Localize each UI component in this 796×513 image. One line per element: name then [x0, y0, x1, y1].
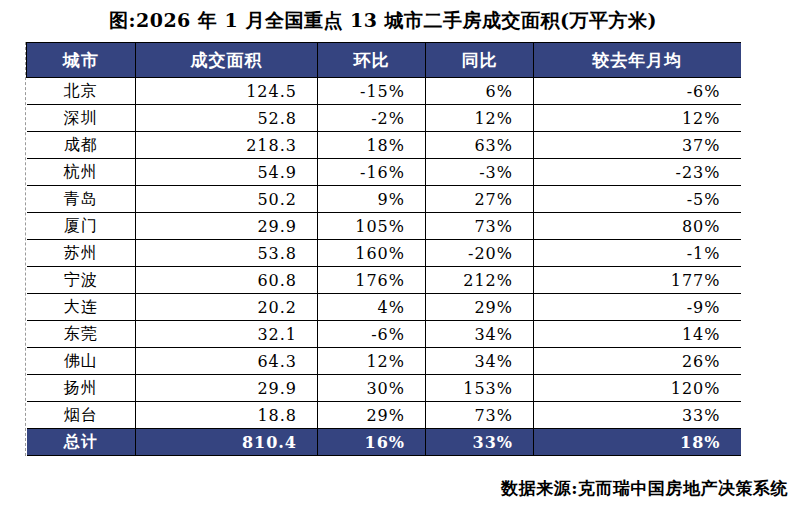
value-cell: -2% — [318, 105, 426, 132]
value-cell: 37% — [534, 132, 741, 159]
total-vs-lastyear-avg-cell: 18% — [534, 429, 741, 456]
value-cell: 18.8 — [136, 402, 318, 429]
value-cell: -15% — [318, 78, 426, 105]
table-row: 烟台18.829%73%33% — [27, 402, 741, 429]
value-cell: 73% — [426, 213, 534, 240]
table-row: 宁波60.8176%212%177% — [27, 267, 741, 294]
table-row: 佛山64.312%34%26% — [27, 348, 741, 375]
column-header-yoy: 同比 — [426, 43, 534, 78]
table-body: 北京124.5-15%6%-6%深圳52.8-2%12%12%成都218.318… — [27, 78, 741, 429]
value-cell: 14% — [534, 321, 741, 348]
table-row: 北京124.5-15%6%-6% — [27, 78, 741, 105]
value-cell: 212% — [426, 267, 534, 294]
data-source: 数据来源:克而瑞中国房地产决策系统 — [501, 477, 788, 500]
city-cell: 烟台 — [27, 402, 136, 429]
value-cell: -1% — [534, 240, 741, 267]
table-row: 扬州29.930%153%120% — [27, 375, 741, 402]
city-cell: 宁波 — [27, 267, 136, 294]
value-cell: 6% — [426, 78, 534, 105]
value-cell: -3% — [426, 159, 534, 186]
value-cell: -9% — [534, 294, 741, 321]
table-container: 城市 成交面积 环比 同比 较去年月均 北京124.5-15%6%-6%深圳52… — [25, 42, 741, 456]
value-cell: -23% — [534, 159, 741, 186]
value-cell: 160% — [318, 240, 426, 267]
total-yoy-cell: 33% — [426, 429, 534, 456]
value-cell: 80% — [534, 213, 741, 240]
table-row: 苏州53.8160%-20%-1% — [27, 240, 741, 267]
value-cell: 27% — [426, 186, 534, 213]
city-cell: 厦门 — [27, 213, 136, 240]
total-label-cell: 总计 — [27, 429, 136, 456]
city-cell: 苏州 — [27, 240, 136, 267]
value-cell: -6% — [318, 321, 426, 348]
column-header-area: 成交面积 — [136, 43, 318, 78]
data-table: 城市 成交面积 环比 同比 较去年月均 北京124.5-15%6%-6%深圳52… — [26, 42, 741, 456]
value-cell: 50.2 — [136, 186, 318, 213]
value-cell: 18% — [318, 132, 426, 159]
value-cell: 54.9 — [136, 159, 318, 186]
value-cell: 12% — [426, 105, 534, 132]
value-cell: -5% — [534, 186, 741, 213]
city-cell: 东莞 — [27, 321, 136, 348]
value-cell: 73% — [426, 402, 534, 429]
value-cell: 29% — [426, 294, 534, 321]
city-cell: 深圳 — [27, 105, 136, 132]
column-header-city: 城市 — [27, 43, 136, 78]
city-cell: 青岛 — [27, 186, 136, 213]
value-cell: 20.2 — [136, 294, 318, 321]
table-row: 深圳52.8-2%12%12% — [27, 105, 741, 132]
city-cell: 佛山 — [27, 348, 136, 375]
value-cell: 176% — [318, 267, 426, 294]
value-cell: 177% — [534, 267, 741, 294]
value-cell: 4% — [318, 294, 426, 321]
value-cell: 153% — [426, 375, 534, 402]
value-cell: -16% — [318, 159, 426, 186]
value-cell: 105% — [318, 213, 426, 240]
city-cell: 扬州 — [27, 375, 136, 402]
value-cell: 29.9 — [136, 375, 318, 402]
figure-title: 图:2026 年 1 月全国重点 13 城市二手房成交面积(万平方米) — [26, 8, 740, 34]
value-cell: 60.8 — [136, 267, 318, 294]
value-cell: 120% — [534, 375, 741, 402]
value-cell: 33% — [534, 402, 741, 429]
value-cell: 218.3 — [136, 132, 318, 159]
value-cell: 30% — [318, 375, 426, 402]
value-cell: 53.8 — [136, 240, 318, 267]
value-cell: 26% — [534, 348, 741, 375]
table-row: 大连20.24%29%-9% — [27, 294, 741, 321]
value-cell: -6% — [534, 78, 741, 105]
city-cell: 成都 — [27, 132, 136, 159]
value-cell: 32.1 — [136, 321, 318, 348]
total-area-cell: 810.4 — [136, 429, 318, 456]
table-row: 成都218.318%63%37% — [27, 132, 741, 159]
column-header-mom: 环比 — [318, 43, 426, 78]
value-cell: 52.8 — [136, 105, 318, 132]
column-header-vs-lastyear-avg: 较去年月均 — [534, 43, 741, 78]
table-row: 青岛50.29%27%-5% — [27, 186, 741, 213]
table-row: 杭州54.9-16%-3%-23% — [27, 159, 741, 186]
value-cell: 64.3 — [136, 348, 318, 375]
value-cell: 29.9 — [136, 213, 318, 240]
total-row: 总计 810.4 16% 33% 18% — [27, 429, 741, 456]
value-cell: 34% — [426, 321, 534, 348]
value-cell: 12% — [318, 348, 426, 375]
value-cell: 29% — [318, 402, 426, 429]
city-cell: 大连 — [27, 294, 136, 321]
value-cell: -20% — [426, 240, 534, 267]
city-cell: 北京 — [27, 78, 136, 105]
value-cell: 34% — [426, 348, 534, 375]
table-row: 东莞32.1-6%34%14% — [27, 321, 741, 348]
city-cell: 杭州 — [27, 159, 136, 186]
total-mom-cell: 16% — [318, 429, 426, 456]
value-cell: 9% — [318, 186, 426, 213]
value-cell: 63% — [426, 132, 534, 159]
value-cell: 12% — [534, 105, 741, 132]
table-row: 厦门29.9105%73%80% — [27, 213, 741, 240]
header-row: 城市 成交面积 环比 同比 较去年月均 — [27, 43, 741, 78]
value-cell: 124.5 — [136, 78, 318, 105]
